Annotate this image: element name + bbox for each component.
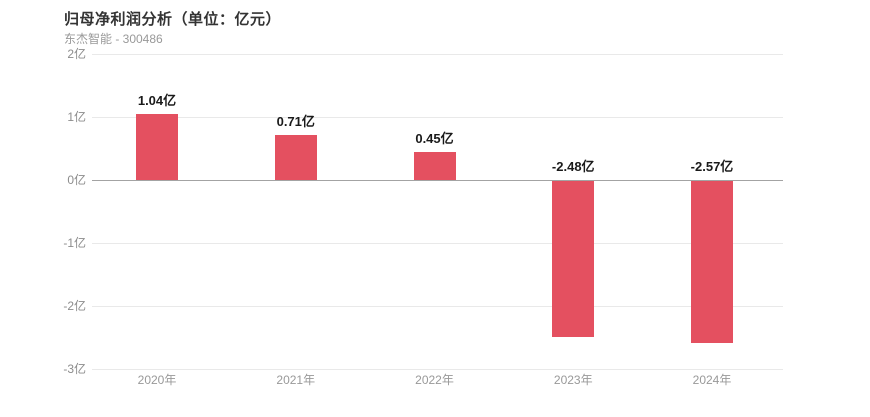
bar-value-label: -2.57亿 (690, 159, 734, 174)
bar-2020年[interactable] (136, 114, 178, 180)
x-axis-category-label: 2024年 (692, 373, 732, 387)
bar-value-label: -2.48亿 (551, 159, 595, 174)
bar-2022年[interactable] (413, 151, 456, 180)
chart-title: 归母净利润分析（单位：亿元） (64, 11, 282, 28)
gridline (92, 117, 783, 118)
bar-2023年[interactable] (552, 181, 595, 338)
y-axis-tick-label: 1亿 (67, 110, 86, 124)
gridline (92, 243, 783, 244)
x-axis-category-label: 2021年 (276, 373, 316, 387)
x-axis-category-label: 2020年 (137, 373, 177, 387)
bar-value-label: 1.04亿 (137, 93, 177, 109)
gridline (92, 369, 783, 370)
bar-2024年[interactable] (691, 181, 733, 343)
bar-value-label: 0.45亿 (415, 130, 454, 146)
y-axis-tick-label: 2亿 (67, 47, 86, 61)
chart-subtitle: 东杰智能 - 300486 (64, 32, 163, 46)
bar-value-label: 0.71亿 (276, 114, 315, 130)
y-axis-tick-label: 0亿 (67, 173, 86, 187)
x-axis-category-label: 2022年 (415, 373, 454, 387)
gridline (92, 54, 783, 55)
y-axis-tick-label: -3亿 (63, 362, 86, 376)
y-axis-tick-label: -2亿 (63, 299, 86, 313)
y-axis-tick-label: -1亿 (63, 236, 86, 250)
x-axis-category-label: 2023年 (553, 373, 593, 387)
gridline (92, 306, 783, 307)
bar-2021年[interactable] (274, 135, 317, 180)
zero-axis-line (92, 180, 783, 181)
